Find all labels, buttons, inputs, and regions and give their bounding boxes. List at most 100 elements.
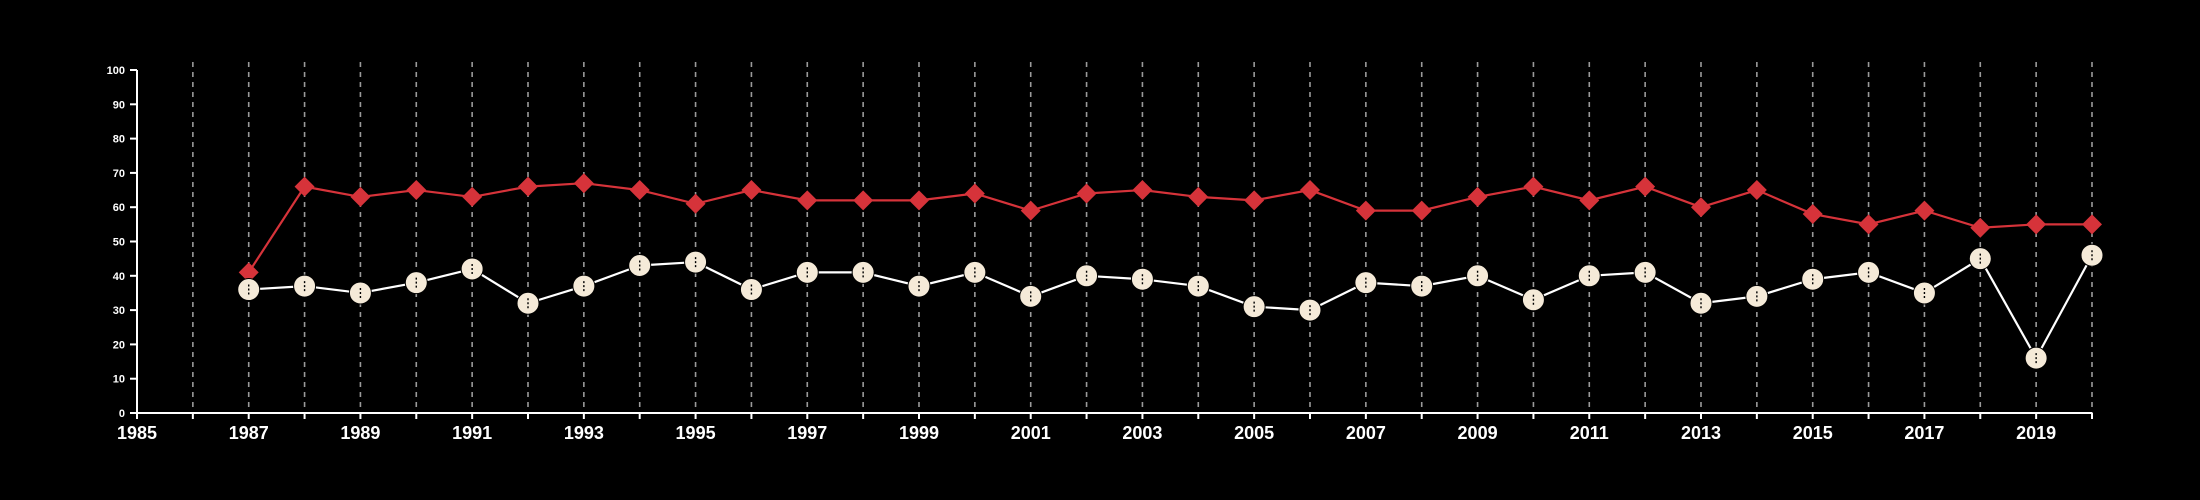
- y-tick-label-100: 100: [107, 65, 125, 77]
- series-0-point-2005: [1244, 190, 1265, 211]
- series-0-point-2014: [1746, 180, 1767, 201]
- series-1-point-1993: [572, 274, 596, 298]
- series-0-point-2018: [1970, 217, 1991, 238]
- series-1-point-2018: [1968, 247, 1992, 271]
- series-0-point-1994: [629, 180, 650, 201]
- x-tick-label-2005: 2005: [1234, 423, 1274, 443]
- series-0-point-2013: [1691, 197, 1711, 218]
- y-tick-label-10: 10: [113, 374, 125, 386]
- series-1-point-2003: [1130, 267, 1154, 291]
- series-0-point-2015: [1802, 204, 1823, 225]
- series-0-point-2001: [1020, 200, 1041, 221]
- x-tick-label-2013: 2013: [1681, 423, 1721, 443]
- y-tick-label-60: 60: [113, 202, 125, 214]
- series-1-point-2009: [1466, 264, 1490, 288]
- series-0-point-1989: [350, 186, 371, 207]
- series-1-point-2008: [1410, 274, 1434, 298]
- series-1-point-2007: [1354, 271, 1378, 295]
- series-0-point-2002: [1076, 183, 1097, 204]
- series-1-point-1991: [460, 257, 484, 281]
- series-0-point-1991: [462, 186, 483, 207]
- series-1-point-1999: [907, 274, 931, 298]
- x-tick-label-2017: 2017: [1904, 423, 1944, 443]
- series-1-point-2012: [1633, 260, 1657, 284]
- y-tick-label-40: 40: [113, 271, 125, 283]
- series-1-point-2017: [1912, 281, 1936, 305]
- y-tick-label-80: 80: [113, 134, 125, 146]
- series-0-line: [247, 182, 2092, 273]
- y-tick-label-70: 70: [113, 168, 125, 180]
- x-tick-label-2007: 2007: [1346, 423, 1386, 443]
- x-tick-label-1985: 1985: [117, 423, 157, 443]
- series-1-point-2005: [1242, 295, 1266, 319]
- series-0-point-2017: [1914, 200, 1935, 221]
- series-0-point-1990: [406, 180, 427, 201]
- y-tick-label-20: 20: [113, 339, 125, 351]
- series-1-point-1995: [684, 250, 708, 274]
- series-1-point-2006: [1298, 298, 1322, 322]
- y-tick-label-0: 0: [119, 408, 125, 420]
- series-0-point-1997: [797, 190, 818, 211]
- series-1-point-2011: [1577, 264, 1601, 288]
- y-tick-label-90: 90: [113, 99, 125, 111]
- series-0-point-1999: [909, 190, 929, 211]
- series-layer: [237, 173, 2104, 370]
- series-0-point-1987: [238, 262, 259, 283]
- series-1-point-1988: [293, 274, 317, 298]
- series-1-point-2015: [1801, 267, 1825, 291]
- series-0-point-2008: [1411, 200, 1432, 221]
- x-tick-label-2015: 2015: [1793, 423, 1833, 443]
- series-0-point-2020: [2082, 214, 2102, 235]
- series-0-point-2006: [1300, 180, 1320, 201]
- series-1-point-1987: [237, 278, 261, 302]
- series-1-point-2000: [963, 260, 987, 284]
- x-tick-label-2011: 2011: [1570, 423, 1609, 443]
- series-1-point-1992: [516, 291, 540, 315]
- series-0-point-1988: [294, 176, 315, 197]
- series-0-point-2019: [2026, 214, 2047, 235]
- series-0-point-2000: [964, 183, 985, 204]
- axis-layer: 0 10 20 30 40 50 60 70 80 90 100 1985 1987 1989 1991 19…: [107, 65, 2093, 443]
- series-1-point-1990: [404, 271, 428, 295]
- x-tick-label-2019: 2019: [2016, 423, 2056, 443]
- series-1-point-1997: [795, 260, 819, 284]
- series-1-point-1996: [739, 278, 763, 302]
- x-tick-label-1993: 1993: [564, 423, 604, 443]
- x-tick-label-1991: 1991: [452, 423, 492, 443]
- series-0-point-2007: [1355, 200, 1376, 221]
- series-1-point-1994: [628, 254, 652, 278]
- series-1-point-2001: [1019, 284, 1043, 308]
- y-tick-label-50: 50: [113, 237, 125, 249]
- series-0-point-2009: [1467, 186, 1488, 207]
- series-0-point-1995: [685, 193, 706, 214]
- series-0-point-1992: [518, 176, 538, 197]
- x-tick-label-1997: 1997: [787, 423, 827, 443]
- x-tick-label-2001: 2001: [1011, 423, 1051, 443]
- series-1-point-1989: [348, 281, 372, 305]
- series-0-point-2012: [1635, 176, 1656, 197]
- series-1-line: [248, 254, 2093, 361]
- y-tick-label-30: 30: [113, 305, 125, 317]
- x-tick-label-2009: 2009: [1458, 423, 1498, 443]
- series-0-point-2004: [1188, 186, 1209, 207]
- x-tick-label-2003: 2003: [1122, 423, 1162, 443]
- x-tick-label-1989: 1989: [340, 423, 380, 443]
- series-1-point-2016: [1857, 260, 1881, 284]
- series-1-point-1998: [851, 260, 875, 284]
- series-0-point-1996: [741, 180, 762, 201]
- series-0-point-1998: [853, 190, 874, 211]
- series-0-point-2010: [1523, 176, 1544, 197]
- series-0-point-2016: [1858, 214, 1879, 235]
- series-0-point-2003: [1132, 180, 1153, 201]
- series-1-point-2010: [1521, 288, 1545, 312]
- x-tick-label-1995: 1995: [676, 423, 716, 443]
- x-tick-label-1999: 1999: [899, 423, 939, 443]
- series-0-point-1993: [573, 173, 594, 194]
- series-1-point-2004: [1186, 274, 1210, 298]
- x-tick-label-1987: 1987: [229, 423, 269, 443]
- grid-layer: [192, 62, 2093, 413]
- series-1-point-2019: [2024, 346, 2048, 370]
- series-0-point-2011: [1579, 190, 1600, 211]
